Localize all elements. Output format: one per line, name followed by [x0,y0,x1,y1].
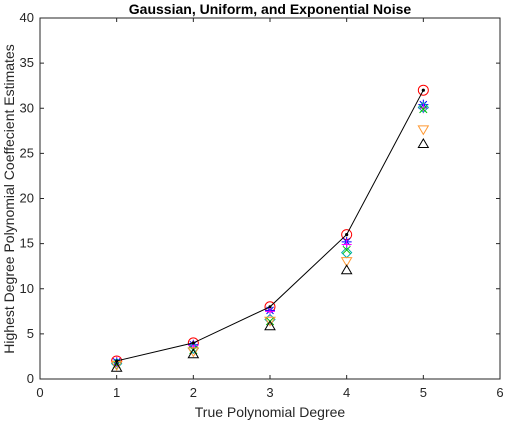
true-value-dot [191,341,195,345]
x-marker [342,245,351,255]
x-tick-label: 4 [343,385,350,400]
triangle-up-marker [264,320,276,331]
y-tick-label: 5 [27,326,34,341]
x-tick-label: 1 [113,385,120,400]
y-tick-label: 25 [20,145,34,160]
y-tick-label: 35 [20,55,34,70]
y-axis-label: Highest Degree Polynomial Coeffecient Es… [1,44,17,353]
circle-marker [417,84,429,96]
x-axis-label: True Polynomial Degree [195,404,346,420]
y-tick-label: 0 [27,371,34,386]
triangle-down-marker [264,316,276,327]
x-tick-label: 5 [420,385,427,400]
triangle-down-marker [340,257,353,268]
x-tick-label: 3 [266,385,273,400]
true-value-dot [421,88,425,92]
x-tick-label: 2 [190,385,197,400]
true-value-dot [115,359,119,363]
plus-marker [418,103,429,114]
diamond-marker [110,357,123,370]
x-tick-label: 6 [496,385,503,400]
triangle-up-marker [187,348,200,359]
y-tick-label: 30 [20,100,34,115]
plot-area: 0 1 2 3 4 5 6 0 5 10 15 20 25 30 35 40 [20,10,504,400]
triangle-down-marker [417,125,430,136]
triangle-up-marker [417,137,430,148]
true-value-dot [268,305,272,309]
y-tick-label: 40 [20,10,34,25]
y-tick-label: 20 [20,191,34,206]
y-tick-label: 10 [20,281,34,296]
y-tick-label: 15 [20,236,34,251]
true-value-dot [345,233,349,237]
triangle-up-marker [340,264,353,275]
x-tick-label: 0 [36,385,43,400]
chart-title: Gaussian, Uniform, and Exponential Noise [129,1,412,17]
triangle-down-marker [187,347,200,358]
triangle-up-marker [110,361,123,372]
x-marker [419,105,428,114]
